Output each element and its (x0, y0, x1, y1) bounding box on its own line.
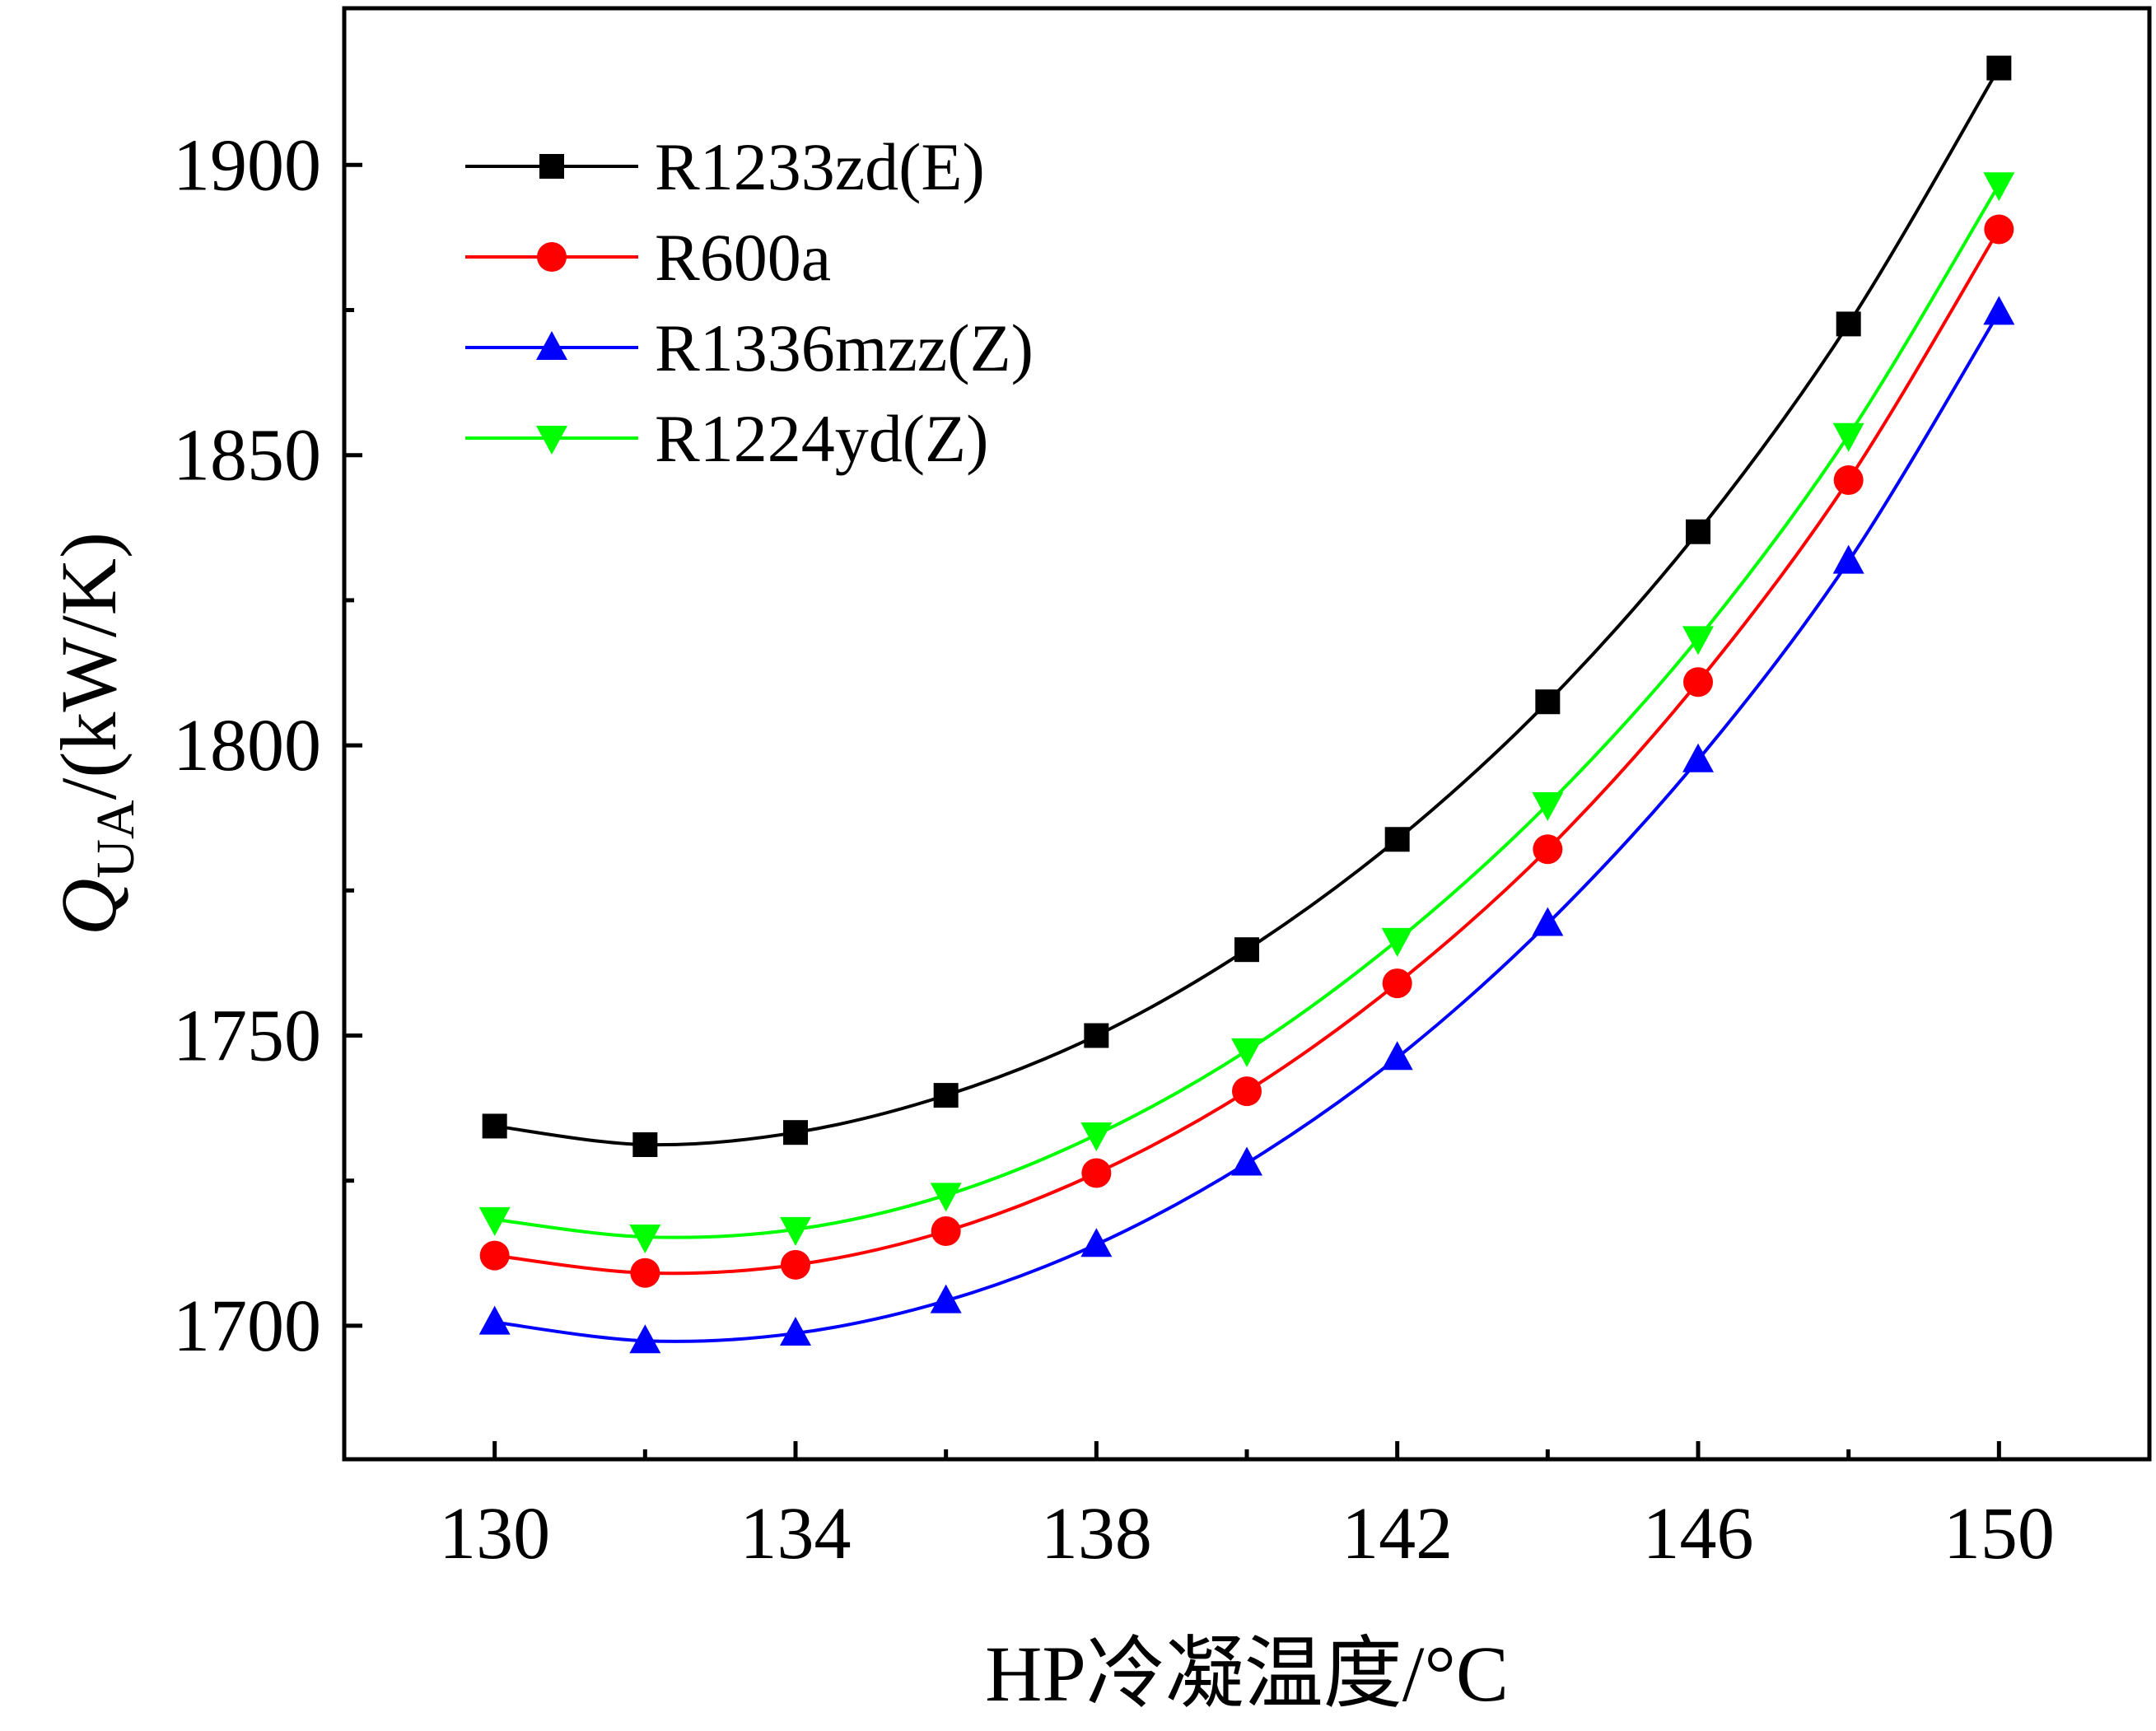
legend-marker (536, 331, 567, 360)
data-point (630, 1257, 660, 1288)
y-axis-title-main: Q (44, 879, 133, 935)
y-tick-label: 1750 (173, 995, 321, 1076)
data-point (632, 1131, 658, 1157)
data-point (1381, 927, 1413, 957)
data-point (781, 1249, 810, 1280)
legend-label: R1224yd(Z) (655, 401, 988, 476)
series-R1233zd(E) (482, 55, 2012, 1157)
data-point (933, 1083, 959, 1108)
x-tick-label: 138 (1041, 1493, 1152, 1575)
data-point (629, 1324, 661, 1354)
legend-marker (537, 242, 567, 272)
legend-item: R1336mzz(Z) (465, 310, 1034, 385)
y-axis-title-subscript: UA (86, 800, 146, 879)
x-tick-label: 130 (439, 1493, 550, 1575)
x-axis-title: HP冷凝温度/°C (985, 1630, 1509, 1718)
legend-label: R1336mzz(Z) (655, 310, 1034, 385)
legend-marker (536, 426, 567, 455)
series-R1224yd(Z) (478, 172, 2015, 1254)
data-point (1532, 791, 1564, 821)
data-point (1533, 834, 1563, 865)
data-point (1231, 1038, 1262, 1067)
x-tick-label: 134 (740, 1493, 852, 1575)
data-point (1535, 689, 1561, 715)
series-line (494, 228, 2001, 1276)
data-point (780, 1317, 811, 1346)
legend-label: R1233zd(E) (655, 129, 985, 204)
data-point (1080, 1122, 1113, 1152)
data-point (629, 1225, 661, 1254)
plot-frame (342, 6, 2152, 1462)
data-point (1983, 296, 2015, 325)
data-point (783, 1120, 808, 1145)
data-point (1832, 544, 1864, 574)
legend-item: R1233zd(E) (465, 129, 985, 204)
data-point (930, 1183, 962, 1212)
data-point (1232, 1076, 1262, 1107)
legend-label: R600a (655, 220, 831, 295)
data-point (478, 1206, 511, 1236)
y-tick-label: 1700 (173, 1285, 321, 1367)
data-point (1382, 968, 1412, 999)
y-tick-label: 1900 (173, 124, 321, 206)
axis-ticks: 130 134 138 142 146 150 1700 1750 1800 1850 1900 (173, 124, 2152, 1575)
series-R600a (479, 214, 2014, 1288)
data-point (482, 1113, 507, 1139)
series-line (494, 67, 2001, 1147)
data-point (1231, 1146, 1262, 1176)
data-point (1080, 1228, 1113, 1257)
data-point (1381, 1041, 1413, 1071)
data-point (931, 1216, 961, 1247)
data-point (1081, 1158, 1112, 1188)
y-tick-label: 1800 (173, 705, 321, 786)
data-point (479, 1240, 510, 1271)
data-point (1986, 55, 2012, 81)
legend: R1233zd(E) R600a R1336mzz(Z) R1224yd(Z) (465, 129, 1034, 476)
data-point (1984, 214, 2014, 245)
series-line (494, 184, 2001, 1239)
data-series (478, 55, 2015, 1354)
series-R1336mzz(Z) (478, 296, 2015, 1354)
legend-item: R600a (465, 220, 831, 295)
data-point (1084, 1023, 1109, 1048)
data-point (1682, 743, 1714, 772)
data-point (1686, 519, 1710, 544)
data-point (1683, 667, 1713, 698)
data-point (780, 1216, 811, 1246)
y-tick-label: 1850 (173, 415, 321, 497)
data-point (1983, 172, 2015, 202)
data-point (1234, 937, 1259, 963)
data-point (1833, 465, 1864, 496)
series-line (494, 311, 2001, 1343)
y-axis-title-unit: /(kW/K) (44, 532, 133, 800)
data-point (1836, 311, 1861, 337)
data-point (478, 1305, 511, 1335)
data-point (1532, 907, 1564, 936)
x-tick-label: 142 (1342, 1493, 1453, 1575)
x-tick-label: 146 (1643, 1493, 1754, 1575)
data-point (1384, 827, 1410, 852)
legend-marker (539, 154, 564, 179)
x-tick-label: 150 (1944, 1493, 2055, 1575)
data-point (930, 1284, 962, 1313)
y-axis-title: QUA/(kW/K) (44, 532, 146, 935)
legend-item: R1224yd(Z) (465, 401, 988, 476)
data-point (1682, 626, 1714, 656)
data-point (1832, 422, 1864, 452)
